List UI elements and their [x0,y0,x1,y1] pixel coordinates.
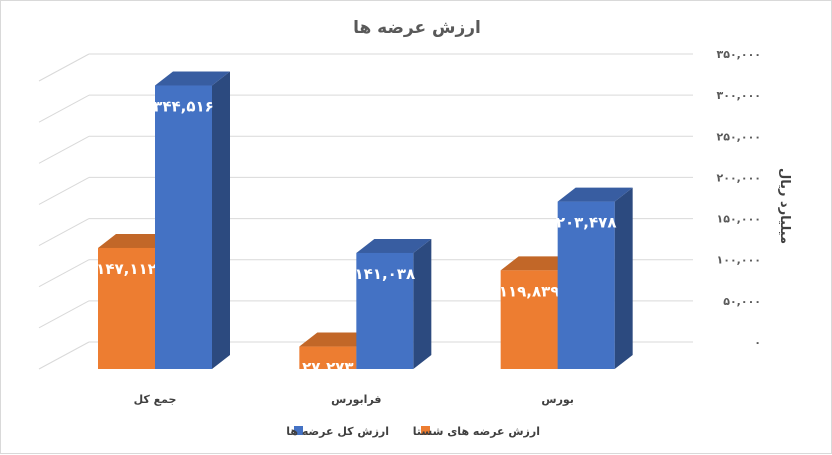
data-label: ۲۰۳,۴۷۸ [556,214,617,232]
grid-line-depth [38,53,90,82]
bar-front [500,270,558,369]
grid-line-depth [38,259,90,288]
y-tick-label: ۲۰۰,۰۰۰ [717,171,761,184]
legend: ارزش کل عرضه ها ارزش عرضه های شستا [286,425,540,438]
data-label: ۳۴۴,۵۱۶ [153,98,214,116]
legend-swatch-total [294,426,303,435]
legend-label-shasta: ارزش عرضه های شستا [413,425,540,438]
x-tick-label: فرابورس [331,393,381,406]
y-tick-label: ۱۰۰,۰۰۰ [717,254,761,267]
y-tick-label: ۳۵۰,۰۰۰ [717,48,761,61]
data-label: ۱۱۹,۸۳۹ [499,282,560,300]
bar-top [356,238,432,253]
grid-line-depth [38,135,90,164]
grid-line-depth [38,300,90,329]
bar-side [413,238,432,369]
bar-top [299,332,375,347]
x-tick-label: جمع کل [134,393,177,406]
bar-front [557,201,615,369]
x-tick-label: بورس [541,393,574,406]
y-tick-label: ۰ [754,336,761,349]
y-tick-label: ۳۰۰,۰۰۰ [717,89,761,102]
bar-front [155,85,212,370]
bar-front [356,252,414,369]
grid-line-depth [38,341,90,370]
bar: ۱۴۱,۰۳۸ [355,238,432,369]
grid-line-depth [38,94,90,123]
data-label: ۱۴۷,۱۱۲ [96,260,157,278]
data-label: ۱۴۱,۰۳۸ [355,265,416,283]
y-axis-ticks: ۰ ۵۰,۰۰۰ ۱۰۰,۰۰۰ ۱۵۰,۰۰۰ ۲۰۰,۰۰۰ ۲۵۰,۰۰۰ ۳۰۰,۰… [717,48,761,349]
data-label: ۲۷,۲۷۳ [302,359,353,377]
grid-line-depth [38,176,90,205]
chart-title: ارزش عرضه ها [353,18,481,38]
bar-top [155,71,230,86]
bar-side [212,71,230,370]
bar-front [299,346,357,369]
bar: ۳۴۴,۵۱۶ [153,71,230,370]
y-tick-label: ۱۵۰,۰۰۰ [717,213,761,226]
bar-top [500,256,576,271]
y-axis-label: میلیارد ریال [777,168,792,244]
legend-swatch-shasta [421,426,430,435]
grid-line-depth [38,218,90,247]
legend-label-total: ارزش کل عرضه ها [286,425,389,438]
bar-top [98,233,173,248]
bars: ۱۴۷,۱۱۲ ۳۴۴,۵۱۶ ۲۷,۲۷۳ ۱۴۱,۰۳۸ ۱۱۹,۸۳۹ ۲۰۳,۴۷… [96,71,633,377]
bar-side [614,187,633,369]
bar: ۲۰۳,۴۷۸ [556,187,633,369]
bar-top [557,187,633,202]
y-tick-label: ۵۰,۰۰۰ [723,295,761,308]
bar-front [98,247,155,369]
y-tick-label: ۲۵۰,۰۰۰ [717,130,761,143]
category-labels: جمع کل فرابورس بورس [134,393,574,406]
